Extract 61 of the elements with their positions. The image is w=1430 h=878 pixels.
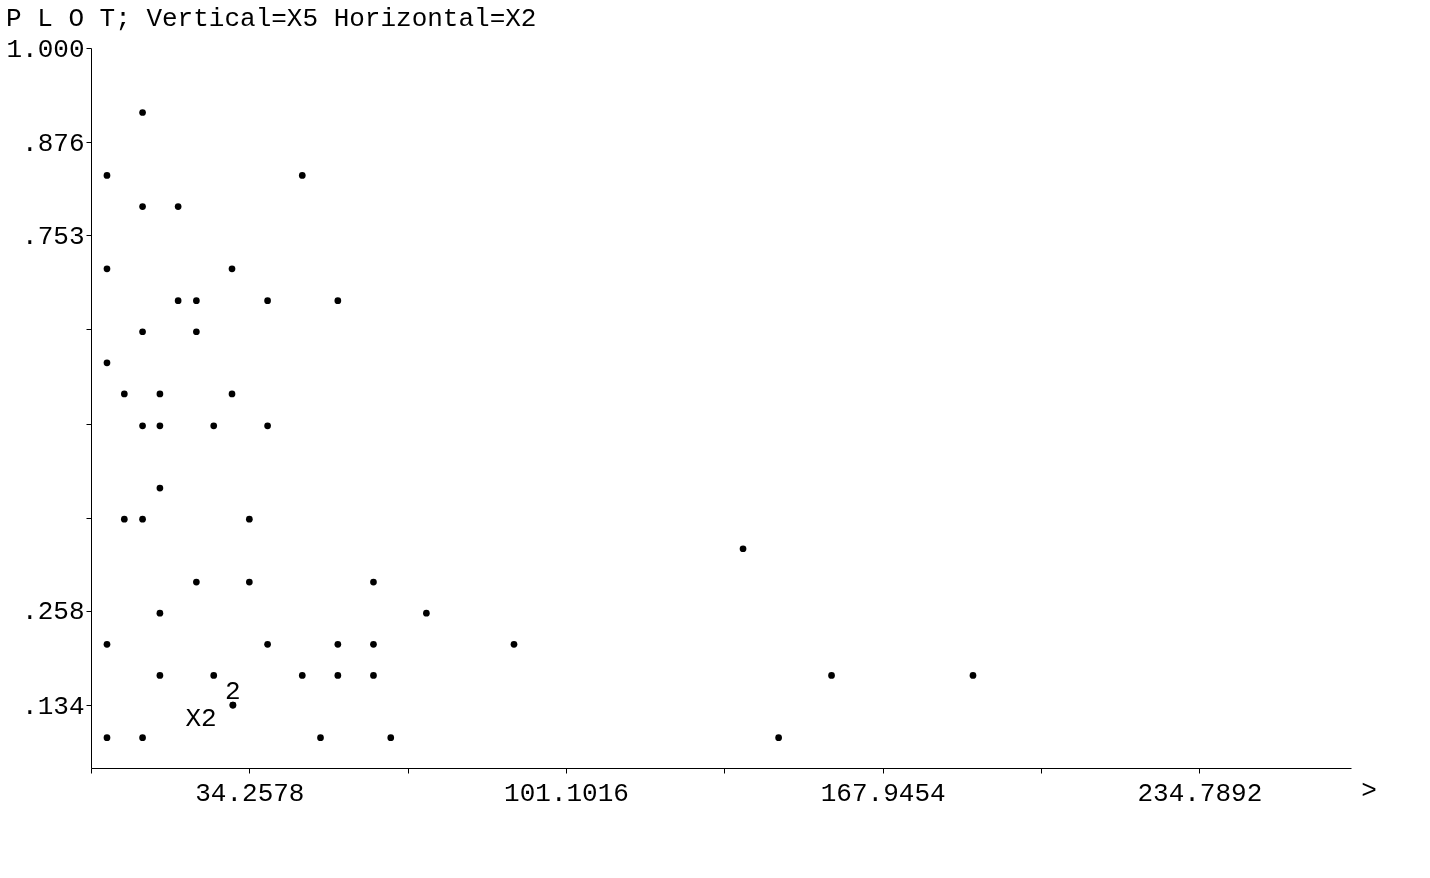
point bbox=[156, 422, 164, 430]
point bbox=[228, 265, 236, 273]
point bbox=[370, 578, 377, 586]
point bbox=[193, 328, 200, 336]
point bbox=[103, 265, 111, 273]
point bbox=[510, 640, 518, 648]
annotation: 2 bbox=[225, 677, 241, 708]
point bbox=[103, 172, 111, 179]
point bbox=[245, 515, 253, 523]
y-tick-label: .258 bbox=[22, 597, 85, 628]
point bbox=[387, 734, 395, 741]
point bbox=[423, 609, 430, 617]
point bbox=[298, 672, 306, 679]
point bbox=[156, 484, 164, 492]
point bbox=[103, 734, 111, 741]
point bbox=[139, 203, 146, 210]
point bbox=[370, 672, 377, 679]
point bbox=[193, 578, 200, 586]
point bbox=[264, 422, 271, 430]
point bbox=[139, 734, 146, 741]
point bbox=[156, 672, 164, 679]
point bbox=[334, 297, 342, 304]
annotation: X2 bbox=[185, 704, 217, 734]
point bbox=[334, 672, 342, 679]
point bbox=[334, 640, 342, 648]
x-tick-label: 234.7892 bbox=[1137, 778, 1263, 809]
point bbox=[174, 203, 182, 210]
point bbox=[298, 172, 306, 179]
point bbox=[264, 640, 271, 648]
chart-title: P L O T; Vertical=X5 Horizontal=X2 bbox=[5, 4, 537, 34]
point bbox=[156, 390, 164, 398]
point bbox=[739, 545, 747, 553]
point bbox=[210, 422, 218, 430]
point bbox=[174, 297, 182, 304]
point bbox=[120, 515, 128, 523]
point bbox=[245, 578, 253, 586]
y-tick-label: .876 bbox=[22, 128, 85, 159]
point bbox=[139, 422, 146, 430]
y-tick-label: .753 bbox=[22, 221, 85, 252]
y-tick-label: 1.000 bbox=[6, 34, 85, 65]
point bbox=[139, 328, 146, 336]
x-tick-label: 101.1016 bbox=[504, 778, 629, 809]
point bbox=[156, 609, 164, 617]
point bbox=[370, 640, 377, 648]
point bbox=[103, 640, 111, 648]
x-tick-label: 34.2578 bbox=[195, 778, 305, 809]
point bbox=[228, 390, 236, 398]
point bbox=[969, 672, 977, 679]
point bbox=[120, 390, 128, 398]
point bbox=[210, 672, 218, 679]
point bbox=[139, 515, 146, 523]
point bbox=[193, 297, 200, 304]
point bbox=[317, 734, 324, 741]
point bbox=[139, 109, 146, 116]
x-tick-label: 167.9454 bbox=[820, 778, 946, 809]
point bbox=[828, 672, 835, 679]
point bbox=[103, 359, 111, 367]
point bbox=[264, 297, 271, 304]
y-tick-label: .134 bbox=[22, 691, 85, 722]
point bbox=[775, 734, 782, 741]
text: > bbox=[1361, 776, 1377, 806]
